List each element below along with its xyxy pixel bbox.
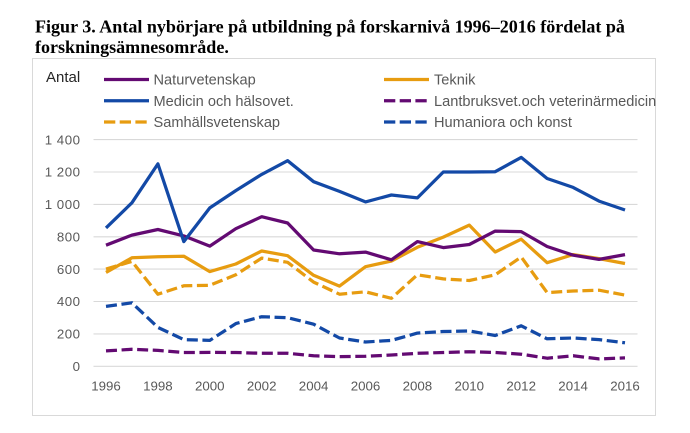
- svg-text:2000: 2000: [195, 378, 225, 393]
- svg-text:600: 600: [57, 262, 81, 277]
- svg-text:1 200: 1 200: [45, 165, 81, 180]
- svg-text:0: 0: [73, 359, 81, 374]
- svg-text:2016: 2016: [610, 378, 640, 393]
- svg-text:Figur 3. Antal nybörjare på ut: Figur 3. Antal nybörjare på utbildning p…: [35, 16, 625, 36]
- svg-text:1998: 1998: [143, 378, 173, 393]
- svg-text:Lantbruksvet.och veterinärmedi: Lantbruksvet.och veterinärmedicin: [434, 94, 656, 110]
- svg-text:400: 400: [57, 294, 81, 309]
- svg-text:Medicin och hälsovet.: Medicin och hälsovet.: [154, 94, 294, 110]
- svg-text:Naturvetenskap: Naturvetenskap: [154, 73, 256, 89]
- svg-text:Teknik: Teknik: [434, 73, 476, 89]
- svg-text:2014: 2014: [558, 378, 588, 393]
- svg-text:1996: 1996: [91, 378, 121, 393]
- svg-text:2002: 2002: [247, 378, 277, 393]
- svg-text:2006: 2006: [351, 378, 381, 393]
- svg-text:1 000: 1 000: [45, 197, 81, 212]
- svg-text:2008: 2008: [403, 378, 433, 393]
- svg-text:forskningsämnesområde.: forskningsämnesområde.: [35, 37, 229, 57]
- svg-text:2010: 2010: [455, 378, 485, 393]
- svg-text:1 400: 1 400: [45, 132, 81, 147]
- svg-text:200: 200: [57, 327, 81, 342]
- svg-text:2004: 2004: [299, 378, 329, 393]
- svg-text:800: 800: [57, 230, 81, 245]
- svg-text:Samhällsvetenskap: Samhällsvetenskap: [154, 115, 281, 131]
- svg-text:Humaniora och konst: Humaniora och konst: [434, 115, 572, 131]
- svg-text:2012: 2012: [506, 378, 536, 393]
- svg-text:Antal: Antal: [46, 69, 80, 86]
